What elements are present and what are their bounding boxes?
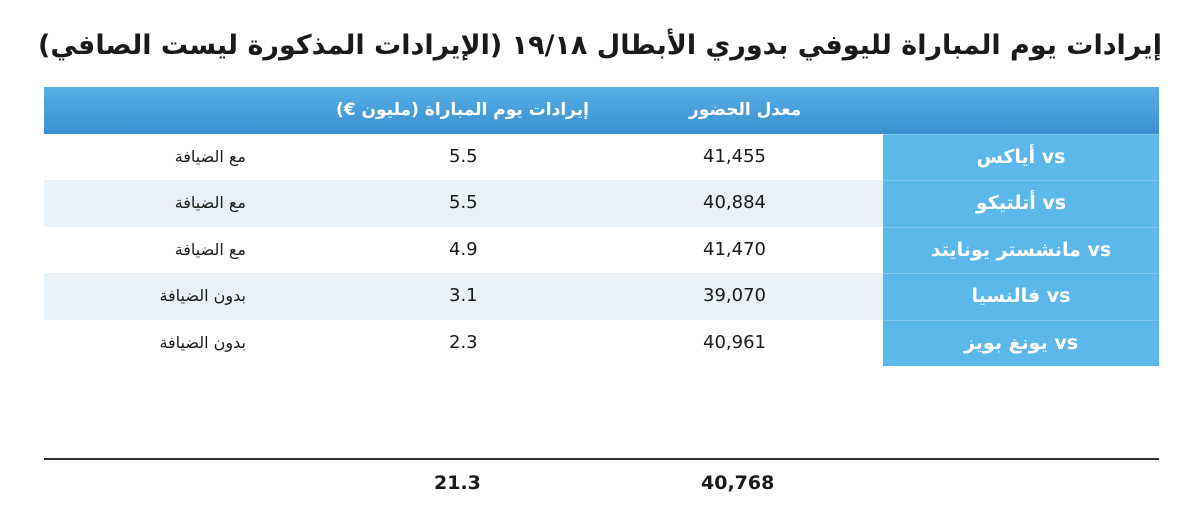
attendance-cell: 41,470: [703, 238, 766, 260]
attendance-cell: 41,455: [703, 146, 766, 167]
table-row: 39,070 3.1 بدون الضيافة vs فالنسيا: [44, 273, 1159, 320]
table-row: 40,884 5.5 مع الضيافة vs أتلتيكو: [44, 180, 1159, 227]
total-attendance: 40,768: [701, 472, 775, 494]
note-cell: مع الضيافة: [174, 147, 246, 166]
note-cell: بدون الضيافة: [159, 286, 246, 306]
team-cell: vs فالنسيا: [883, 273, 1159, 320]
team-cell: vs يونغ بويز: [883, 319, 1159, 366]
team-cell: vs أتلتيكو: [883, 180, 1159, 227]
revenue-cell: 2.3: [449, 331, 478, 353]
attendance-cell: 40,961: [703, 331, 766, 353]
attendance-cell: 40,884: [703, 192, 766, 214]
table-title: إيرادات يوم المباراة لليوفي بدوري الأبطا…: [37, 30, 1162, 61]
table-row: 40,961 2.3 بدون الضيافة vs يونغ بويز: [44, 319, 1159, 366]
note-cell: مع الضيافة: [174, 239, 246, 259]
header-attendance: معدل الحضور: [689, 100, 802, 120]
team-cell: vs مانشستر يونايتد: [883, 226, 1159, 274]
revenue-cell: 3.1: [449, 285, 478, 307]
team-cell: vs أياكس: [883, 134, 1159, 181]
revenue-cell: 5.5: [449, 146, 478, 167]
table-row: 41,470 4.9 مع الضيافة vs مانشستر يونايتد: [44, 226, 1159, 274]
attendance-cell: 39,070: [703, 285, 766, 307]
table-header: معدل الحضور إيرادات يوم المباراة (مليون …: [44, 87, 1159, 134]
header-revenue: إيرادات يوم المباراة (مليون €): [336, 100, 589, 120]
note-cell: مع الضيافة: [174, 193, 246, 213]
total-revenue: 21.3: [434, 472, 481, 494]
revenue-cell: 4.9: [449, 238, 478, 260]
note-cell: بدون الضيافة: [159, 332, 246, 352]
totals-row: 40,768 21.3: [44, 460, 1159, 510]
revenue-table: معدل الحضور إيرادات يوم المباراة (مليون …: [44, 87, 1159, 494]
revenue-cell: 5.5: [449, 192, 478, 214]
table-row: 41,455 5.5 مع الضيافة vs أياكس: [44, 134, 1159, 181]
